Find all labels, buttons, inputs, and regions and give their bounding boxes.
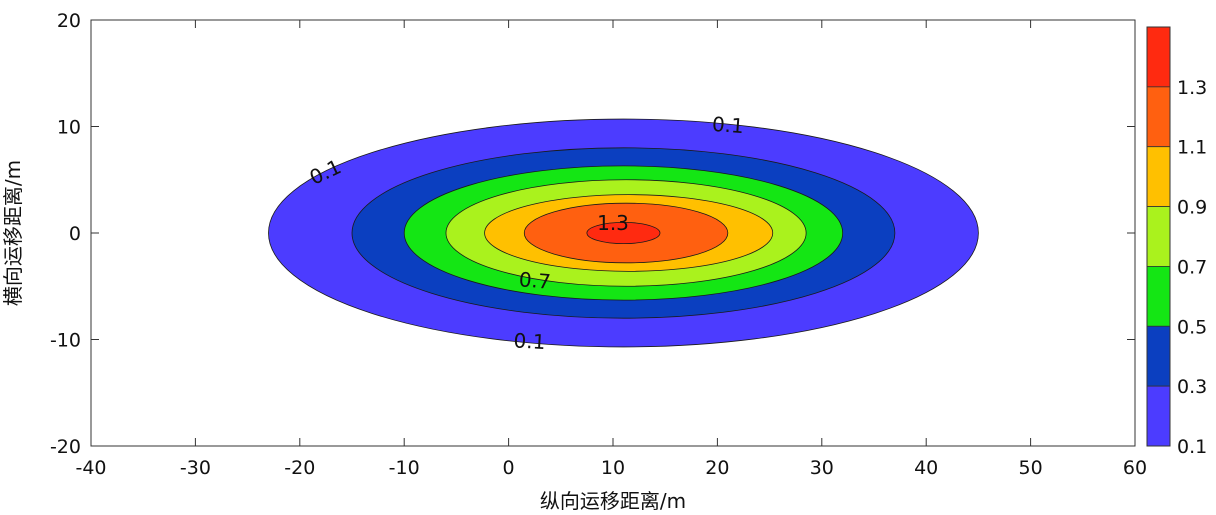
x-tick-label: 60: [1123, 457, 1147, 479]
x-tick-label: -30: [180, 457, 211, 479]
x-tick-label: -40: [75, 457, 106, 479]
colorbar-label: 1.1: [1177, 137, 1207, 159]
colorbar-band: [1146, 86, 1171, 148]
colorbar-band: [1146, 325, 1171, 387]
x-axis-ticks: -40 -30 -20 -10 0 10 20 30 40 50 60: [75, 20, 1147, 479]
y-tick-label: -20: [50, 436, 81, 458]
y-axis-ticks: 20 10 0 -10 -20: [50, 10, 1135, 458]
colorbar-label: 0.3: [1177, 376, 1207, 398]
y-tick-label: 20: [57, 10, 81, 32]
x-tick-label: 10: [601, 457, 625, 479]
x-axis-title: 纵向运移距离/m: [540, 489, 686, 513]
x-tick-label: 40: [914, 457, 938, 479]
colorbar-band: [1146, 26, 1171, 88]
contour-band-1-3: [586, 221, 661, 245]
contour-label-group: 0.10.10.10.71.3: [306, 112, 745, 354]
x-tick-label: 20: [705, 457, 729, 479]
contour-label-4: 1.3: [597, 211, 629, 235]
colorbar-label: 0.7: [1177, 256, 1207, 278]
colorbar-band: [1146, 206, 1171, 267]
contour-label-2: 0.1: [513, 328, 546, 354]
x-tick-label: 30: [810, 457, 834, 479]
colorbar-band: [1146, 385, 1171, 447]
contour-fills: [268, 118, 979, 348]
y-tick-label: 0: [69, 223, 81, 245]
y-tick-label: 10: [57, 117, 81, 139]
colorbar-label: 1.3: [1177, 77, 1207, 99]
y-tick-label: -10: [50, 330, 81, 352]
x-tick-label: 0: [503, 457, 515, 479]
colorbar-band: [1146, 266, 1171, 327]
x-tick-label: 50: [1019, 457, 1043, 479]
colorbar-frame: [1146, 26, 1171, 447]
contour-label-1: 0.1: [711, 112, 744, 138]
x-tick-label: -20: [284, 457, 315, 479]
contour-label-3: 0.7: [518, 267, 552, 294]
x-tick-label: -10: [389, 457, 420, 479]
colorbar-label: 0.5: [1177, 316, 1207, 338]
colorbar-label: 0.1: [1177, 436, 1207, 458]
y-axis-title: 横向运移距离/m: [1, 160, 25, 306]
colorbar-label: 0.9: [1177, 197, 1207, 219]
colorbar: 1.3 1.1 0.9 0.7 0.5 0.3 0.1: [1146, 26, 1207, 458]
colorbar-band: [1146, 146, 1171, 207]
